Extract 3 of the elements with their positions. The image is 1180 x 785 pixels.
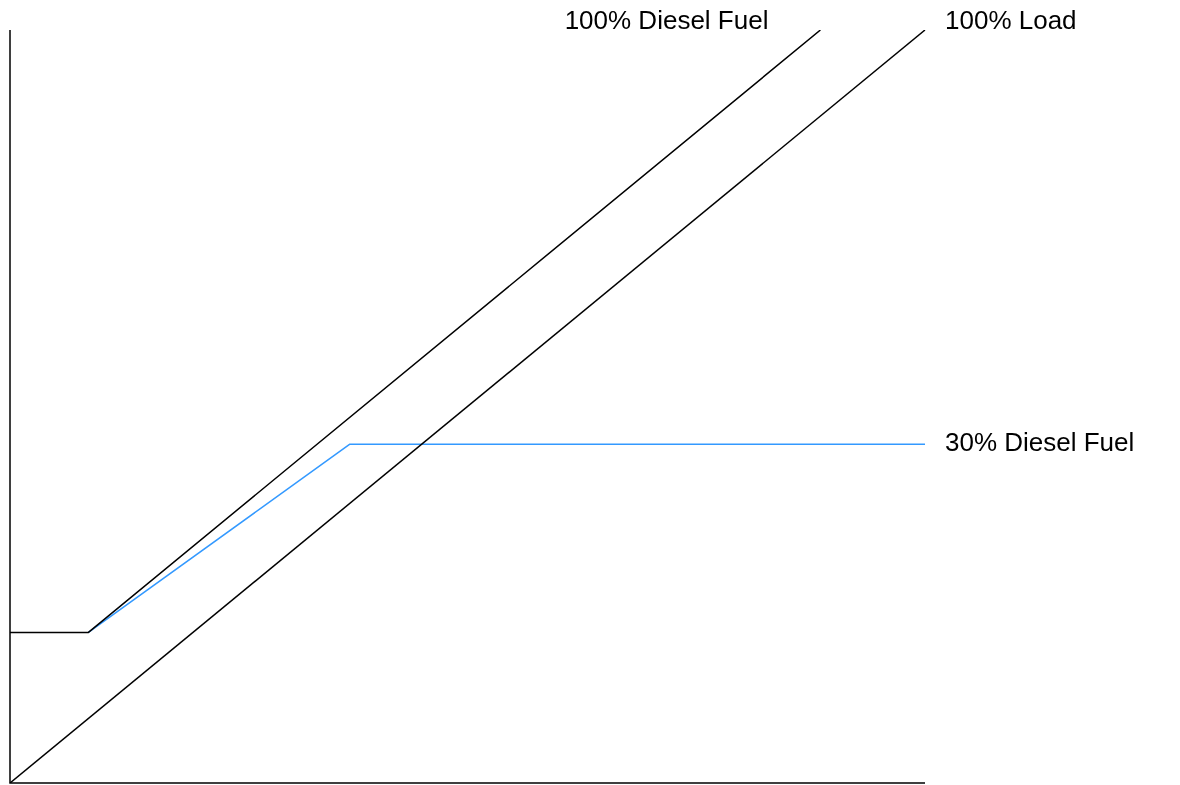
series-label: 100% Diesel Fuel: [564, 5, 769, 36]
series-label: 100% Load: [945, 5, 1077, 36]
series-label: 30% Diesel Fuel: [945, 427, 1135, 458]
